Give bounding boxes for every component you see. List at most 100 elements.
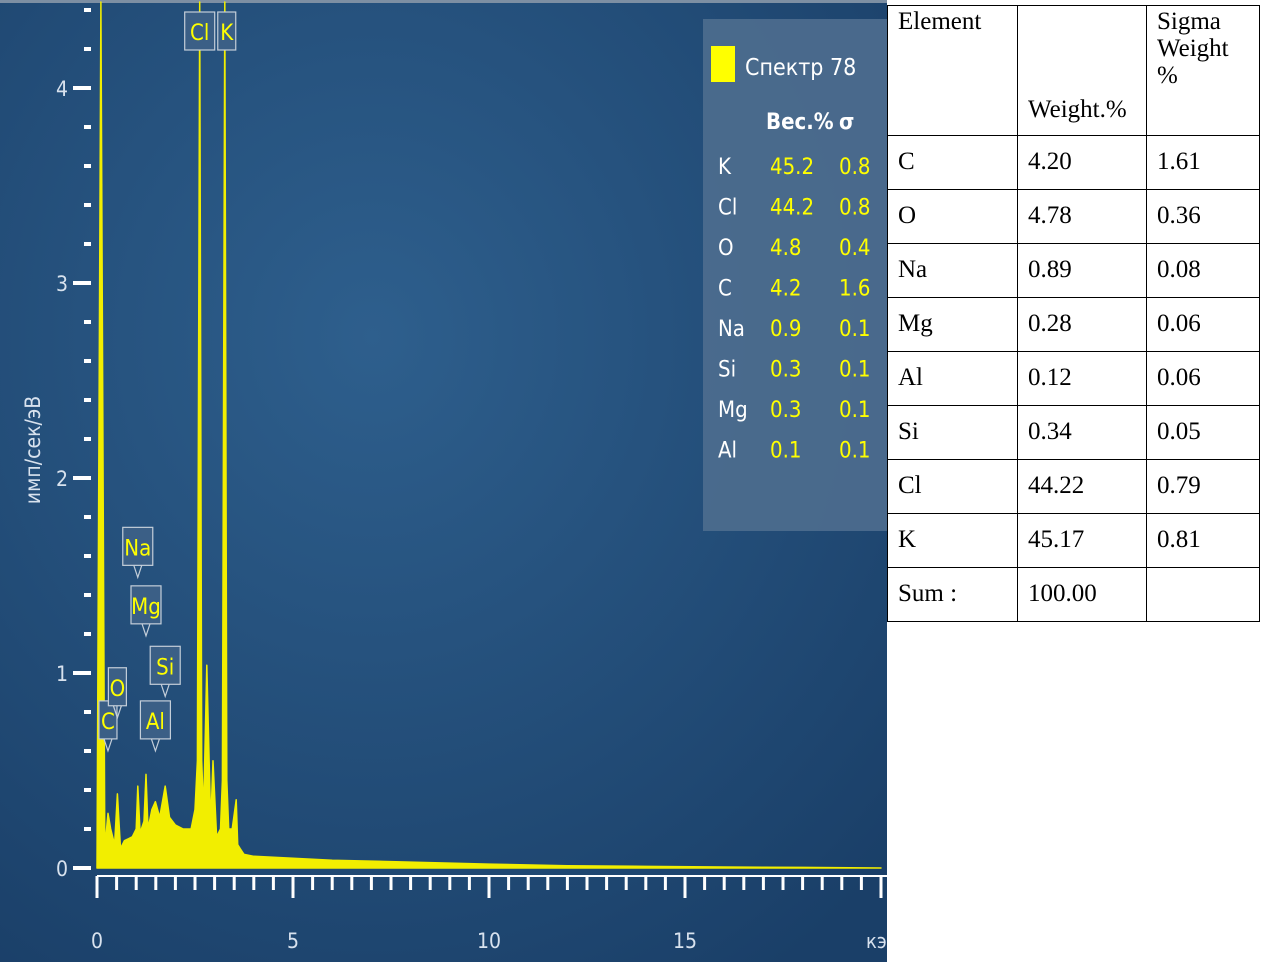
x-minor-tick xyxy=(173,876,177,890)
x-minor-tick xyxy=(389,876,393,890)
cell-sigma: 0.81 xyxy=(1146,513,1260,568)
legend-element: Cl xyxy=(718,196,737,221)
legend-sigma: 0.8 xyxy=(839,155,870,180)
x-minor-tick xyxy=(585,876,589,890)
table-row: C 4.20 1.61 xyxy=(887,135,1260,190)
x-minor-tick xyxy=(859,876,863,890)
peak-label: Al xyxy=(146,710,165,735)
table-row: Cl 44.22 0.79 xyxy=(887,459,1260,514)
header-sigma-weight: Sigma Weight % xyxy=(1146,5,1260,136)
y-major-tick xyxy=(73,476,91,480)
y-minor-tick xyxy=(84,8,91,12)
x-minor-tick xyxy=(605,876,609,890)
peak-label-pointer xyxy=(160,684,170,699)
cell-weight: 44.22 xyxy=(1017,459,1147,514)
x-tick-label: 15 xyxy=(673,929,697,953)
legend-weight: 44.2 xyxy=(770,196,814,221)
x-minor-tick xyxy=(252,876,256,890)
cell-sum-sigma xyxy=(1146,567,1260,622)
peak-label: Na xyxy=(124,536,151,561)
y-minor-tick xyxy=(84,749,91,753)
x-minor-tick xyxy=(722,876,726,890)
y-minor-tick xyxy=(84,515,91,519)
x-minor-tick xyxy=(546,876,550,890)
y-minor-tick xyxy=(84,437,91,441)
x-minor-tick xyxy=(232,876,236,890)
x-major-tick xyxy=(291,876,295,898)
x-minor-tick xyxy=(428,876,432,890)
x-minor-tick xyxy=(663,876,667,890)
x-minor-tick xyxy=(330,876,334,890)
legend-sigma: 0.1 xyxy=(839,317,870,342)
x-minor-tick xyxy=(467,876,471,890)
cell-weight: 0.34 xyxy=(1017,405,1147,460)
cell-sigma: 0.36 xyxy=(1146,189,1260,244)
y-minor-tick xyxy=(84,827,91,831)
cell-element: Cl xyxy=(887,459,1018,514)
cell-sigma: 0.05 xyxy=(1146,405,1260,460)
legend-element: Na xyxy=(718,317,745,342)
table-row: O 4.78 0.36 xyxy=(887,189,1260,244)
table-header-row: Element Weight.% Sigma Weight % xyxy=(887,5,1260,136)
peak-label-box xyxy=(149,645,181,685)
peak-label-pointer xyxy=(141,623,151,638)
y-major-tick xyxy=(73,671,91,675)
legend-weight: 0.3 xyxy=(770,398,801,423)
legend-weight: 0.3 xyxy=(770,358,801,383)
peak-label-box xyxy=(217,11,237,51)
cell-element: O xyxy=(887,189,1018,244)
peak-label: C xyxy=(101,710,115,735)
y-major-tick xyxy=(73,86,91,90)
x-minor-tick xyxy=(271,876,275,890)
legend-sigma: 0.8 xyxy=(839,196,870,221)
cell-element: C xyxy=(887,135,1018,190)
table-row: Si 0.34 0.05 xyxy=(887,405,1260,460)
legend-sigma: 1.6 xyxy=(839,277,870,302)
legend-weight: 45.2 xyxy=(770,155,814,180)
element-composition-table: Element Weight.% Sigma Weight % C 4.20 1.6… xyxy=(887,5,1260,622)
peak-label: K xyxy=(220,21,234,46)
y-minor-tick xyxy=(84,593,91,597)
y-minor-tick xyxy=(84,632,91,636)
cell-weight: 45.17 xyxy=(1017,513,1147,568)
y-minor-tick xyxy=(84,203,91,207)
legend-weight: 0.1 xyxy=(770,439,801,464)
legend-element: Mg xyxy=(718,398,748,423)
x-minor-tick xyxy=(154,876,158,890)
x-minor-tick xyxy=(311,876,315,890)
peak-label-box xyxy=(139,700,172,740)
cell-sigma: 0.08 xyxy=(1146,243,1260,298)
header-element: Element xyxy=(887,5,1018,136)
y-minor-tick xyxy=(84,47,91,51)
x-minor-tick xyxy=(526,876,530,890)
legend-element: C xyxy=(718,277,732,302)
x-minor-tick xyxy=(369,876,373,890)
x-tick-label: 0 xyxy=(91,929,103,953)
x-minor-tick xyxy=(507,876,511,890)
header-weight: Weight.% xyxy=(1017,5,1147,136)
x-minor-tick xyxy=(448,876,452,890)
y-minor-tick xyxy=(84,788,91,792)
legend-sigma: 0.1 xyxy=(839,439,870,464)
y-major-tick xyxy=(73,866,91,870)
x-minor-tick xyxy=(115,876,119,890)
legend-element: K xyxy=(718,155,732,180)
peak-label-box xyxy=(107,667,127,707)
x-axis-unit-label: кэ xyxy=(866,929,887,953)
cell-sigma: 0.06 xyxy=(1146,351,1260,406)
y-minor-tick xyxy=(84,710,91,714)
x-minor-tick xyxy=(409,876,413,890)
legend-col-sigma: σ xyxy=(839,110,854,135)
table-row: Al 0.12 0.06 xyxy=(887,351,1260,406)
peak-label: Si xyxy=(156,655,174,680)
legend-panel: Спектр 78 Вес.% σ K 45.2 0.8 Cl 44.2 0.8 O 4.8 0… xyxy=(703,19,887,531)
peak-label-box xyxy=(122,526,154,566)
y-minor-tick xyxy=(84,359,91,363)
y-tick-label: 3 xyxy=(56,272,68,296)
y-major-tick xyxy=(73,281,91,285)
cell-element: Si xyxy=(887,405,1018,460)
cell-element: Na xyxy=(887,243,1018,298)
x-minor-tick xyxy=(840,876,844,890)
legend-weight: 4.2 xyxy=(770,277,801,302)
cell-weight: 4.20 xyxy=(1017,135,1147,190)
